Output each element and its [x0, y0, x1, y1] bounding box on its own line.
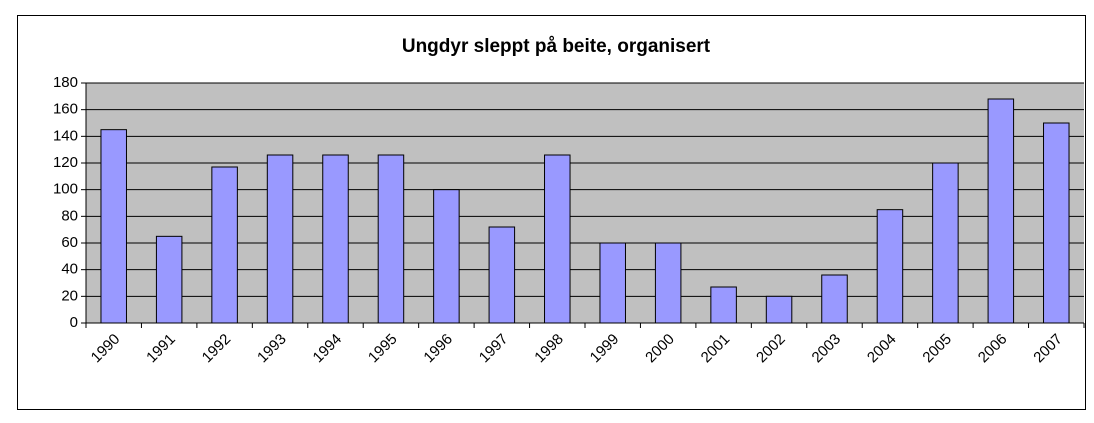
bar	[710, 286, 737, 324]
bar	[821, 274, 848, 324]
bar	[488, 226, 516, 324]
bar	[765, 295, 793, 324]
y-tick-label: 60	[61, 234, 78, 251]
y-tick-label: 20	[61, 287, 78, 304]
bar	[1043, 122, 1070, 324]
chart-title: Ungdyr sleppt på beite, organisert	[402, 36, 711, 57]
y-tick-label: 100	[53, 181, 78, 198]
bar	[266, 154, 294, 324]
bar	[876, 209, 904, 324]
y-tick-label: 80	[61, 207, 78, 224]
bar	[599, 242, 626, 324]
bar	[654, 242, 682, 324]
bar	[211, 166, 238, 324]
bar	[377, 154, 405, 324]
y-tick-label: 0	[70, 314, 78, 331]
bar	[322, 154, 349, 324]
bar	[932, 162, 959, 324]
plot-area	[86, 83, 1084, 323]
bar	[433, 189, 460, 324]
y-tick-label: 180	[53, 74, 78, 91]
bar	[100, 129, 127, 324]
bar	[155, 235, 183, 324]
y-tick-label: 120	[53, 154, 78, 171]
y-tick-label: 40	[61, 261, 78, 278]
y-tick-label: 140	[53, 127, 78, 144]
bar	[987, 98, 1015, 324]
bar	[544, 154, 571, 324]
y-tick-label: 160	[53, 101, 78, 118]
